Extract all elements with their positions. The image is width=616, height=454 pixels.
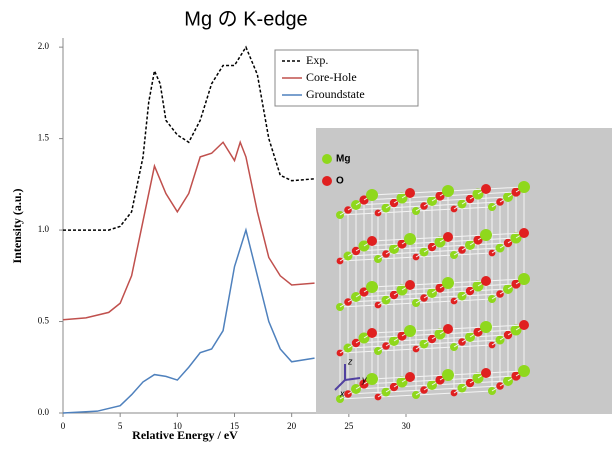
x-tick-label: 30	[402, 421, 412, 431]
o-atom	[405, 188, 415, 198]
o-atom	[367, 328, 377, 338]
y-tick-label: 1.0	[38, 224, 50, 234]
axis-icon-label: z	[347, 356, 353, 366]
y-axis-label: Intensity (a.u.)	[10, 188, 24, 263]
mg-atom	[404, 233, 416, 245]
o-atom	[519, 228, 529, 238]
x-tick-label: 20	[287, 421, 297, 431]
legend-mg-atom	[322, 154, 332, 164]
y-tick-label: 0.0	[38, 407, 50, 417]
inset-legend-label: O	[336, 176, 344, 187]
mg-atom	[442, 185, 454, 197]
x-tick-label: 5	[118, 421, 123, 431]
mg-atom	[480, 321, 492, 333]
legend-label: Groundstate	[306, 87, 365, 101]
mg-atom	[518, 273, 530, 285]
o-atom	[481, 276, 491, 286]
mg-atom	[442, 369, 454, 381]
legend-o-atom	[322, 176, 332, 186]
o-atom	[405, 372, 415, 382]
legend-label: Exp.	[306, 53, 328, 67]
series-line	[63, 230, 315, 413]
x-axis-label: Relative Energy / eV	[132, 428, 238, 442]
chart: Mg の K-edge Relative Energy / eV Intensi…	[0, 0, 616, 454]
mg-atom	[518, 181, 530, 193]
y-tick-label: 0.5	[38, 316, 50, 326]
o-atom	[443, 324, 453, 334]
mg-atom	[404, 325, 416, 337]
x-tick-label: 10	[173, 421, 183, 431]
o-atom	[519, 320, 529, 330]
axis-icon-label: y	[361, 374, 367, 384]
mg-atom	[366, 373, 378, 385]
y-tick-label: 1.5	[38, 133, 50, 143]
x-tick-label: 25	[344, 421, 354, 431]
axis-icon-label: x	[339, 388, 345, 398]
o-atom	[405, 280, 415, 290]
series-line	[63, 142, 315, 319]
mg-atom	[366, 189, 378, 201]
chart-title: Mg の K-edge	[184, 8, 307, 30]
o-atom	[367, 236, 377, 246]
legend-label: Core-Hole	[306, 70, 357, 84]
o-atom	[481, 184, 491, 194]
mg-atom	[442, 277, 454, 289]
mg-atom	[518, 365, 530, 377]
o-atom	[443, 232, 453, 242]
mg-atom	[366, 281, 378, 293]
x-tick-label: 15	[230, 421, 240, 431]
inset-legend-label: Mg	[336, 154, 350, 165]
inset-background	[316, 128, 612, 414]
mg-atom	[480, 229, 492, 241]
y-tick-label: 2.0	[38, 41, 50, 51]
o-atom	[481, 368, 491, 378]
x-tick-label: 0	[61, 421, 66, 431]
